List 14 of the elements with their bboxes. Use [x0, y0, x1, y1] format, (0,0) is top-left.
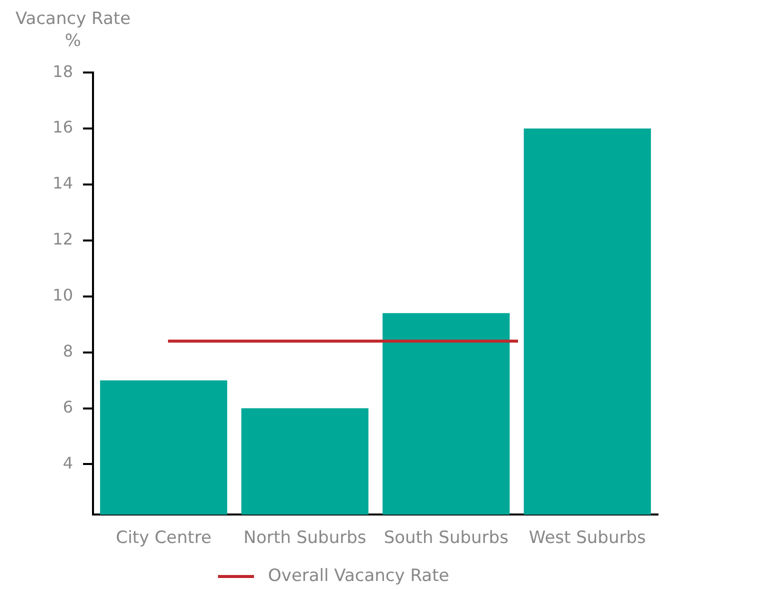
y-tick-label: 8 — [62, 342, 73, 361]
y-tick-label: 12 — [52, 230, 73, 249]
y-tick-label: 16 — [52, 118, 73, 137]
y-tick-label: 4 — [62, 453, 73, 472]
x-tick-label: South Suburbs — [384, 528, 509, 548]
y-tick-label: 18 — [52, 62, 73, 81]
y-tick-label: 14 — [52, 174, 73, 193]
y-tick-label: 6 — [62, 397, 73, 416]
x-tick-label: North Suburbs — [244, 528, 366, 548]
legend-label: Overall Vacancy Rate — [268, 566, 450, 586]
x-tick-label: City Centre — [116, 528, 212, 548]
y-tick-label: 10 — [52, 286, 73, 305]
x-tick-label: West Suburbs — [528, 528, 646, 548]
y-axis-title: Vacancy Rate % — [14, 8, 132, 52]
